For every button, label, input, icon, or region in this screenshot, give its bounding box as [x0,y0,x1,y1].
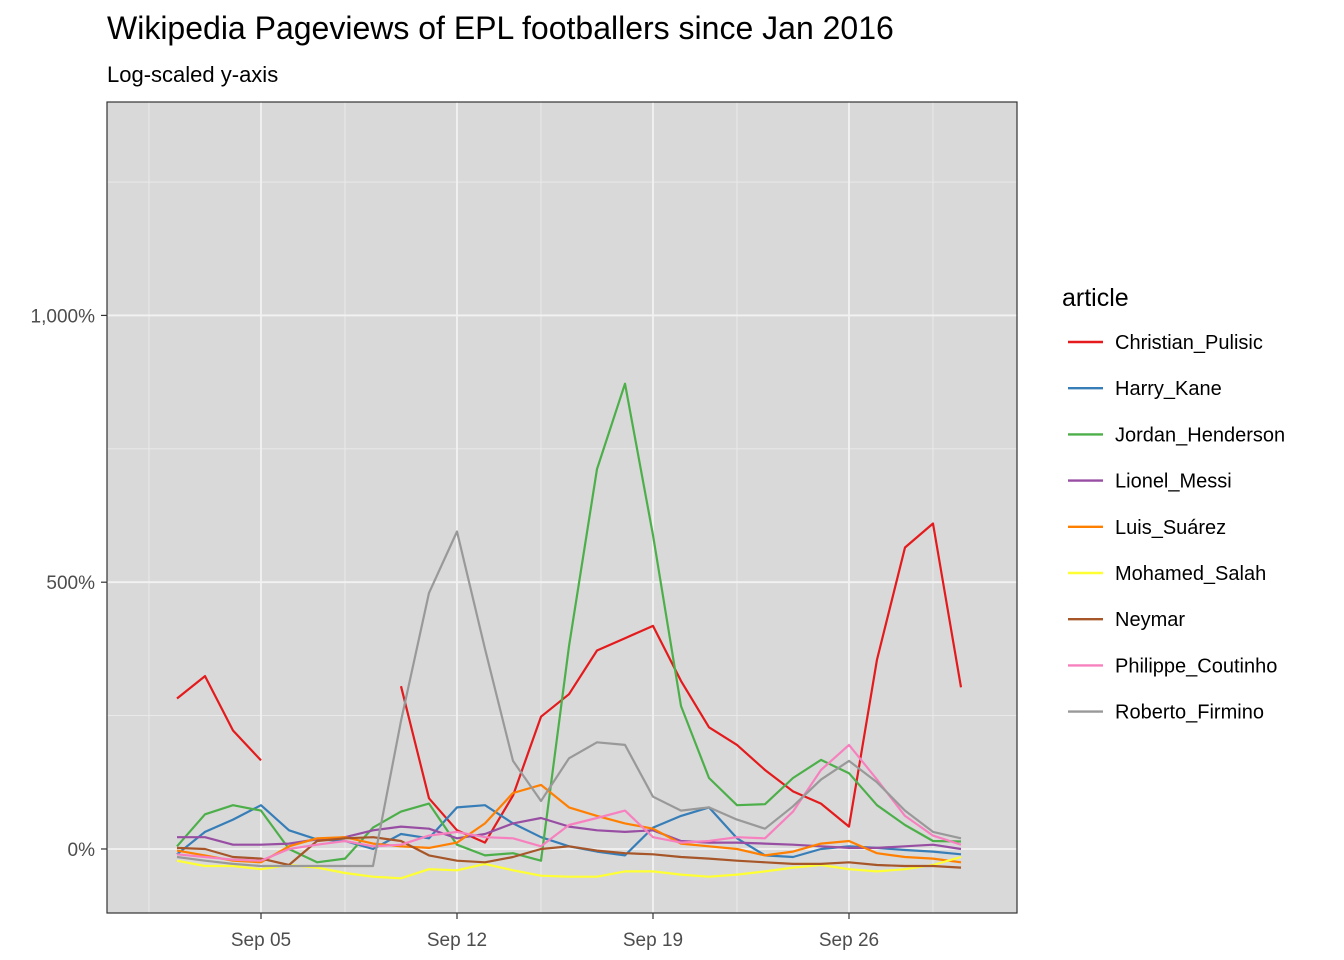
chart-subtitle: Log-scaled y-axis [107,62,278,87]
x-tick-label: Sep 19 [623,930,683,951]
legend-item: Harry_Kane [1068,378,1222,400]
legend-label: Neymar [1115,609,1185,631]
legend-item: Mohamed_Salah [1068,563,1266,585]
legend-items: Christian_Pulisic Harry_Kane Jordan_Hender… [1068,332,1285,724]
legend-label: Harry_Kane [1115,378,1222,400]
grid-minor [107,102,1017,913]
series-line-christian-pulisic [176,522,963,844]
series-line-roberto-firmino [176,530,962,868]
series-line-philippe-coutinho [176,743,962,862]
series-line-luis-su-rez [176,783,962,864]
series-lines [176,382,963,880]
legend-item: Neymar [1068,609,1185,631]
legend-label: Philippe_Coutinho [1115,655,1277,677]
plot-area [106,101,1018,914]
legend-item: Lionel_Messi [1068,471,1232,493]
legend-item: Christian_Pulisic [1068,332,1263,354]
x-tick-label: Sep 12 [427,930,487,951]
legend: article Christian_Pulisic Harry_Kane Jorda… [1062,284,1285,724]
legend-item: Roberto_Firmino [1068,702,1264,724]
legend-label: Christian_Pulisic [1115,332,1263,354]
legend-label: Mohamed_Salah [1115,563,1266,585]
legend-item: Philippe_Coutinho [1068,655,1277,677]
plot-background [107,102,1017,913]
x-tick-label: Sep 26 [819,930,879,951]
legend-label: Luis_Suárez [1115,517,1226,539]
legend-item: Luis_Suárez [1068,517,1226,539]
legend-item: Jordan_Henderson [1068,424,1285,446]
y-tick-label: 1,000% [31,306,96,327]
series-line-jordan-henderson [176,382,962,864]
plot-border [106,101,1018,914]
y-tick-label: 0% [68,840,96,861]
x-axis: Sep 05 Sep 12 Sep 19 Sep 26 [231,913,879,951]
x-tick-label: Sep 05 [231,930,291,951]
legend-label: Jordan_Henderson [1115,424,1285,446]
chart-title: Wikipedia Pageviews of EPL footballers s… [107,10,894,46]
legend-label: Lionel_Messi [1115,471,1232,493]
y-axis: 0% 500% 1,000% [31,306,107,861]
grid-major [107,102,1017,913]
y-tick-label: 500% [46,573,95,594]
series-line-neymar [176,836,962,869]
legend-title: article [1062,284,1129,312]
legend-label: Roberto_Firmino [1115,702,1264,724]
